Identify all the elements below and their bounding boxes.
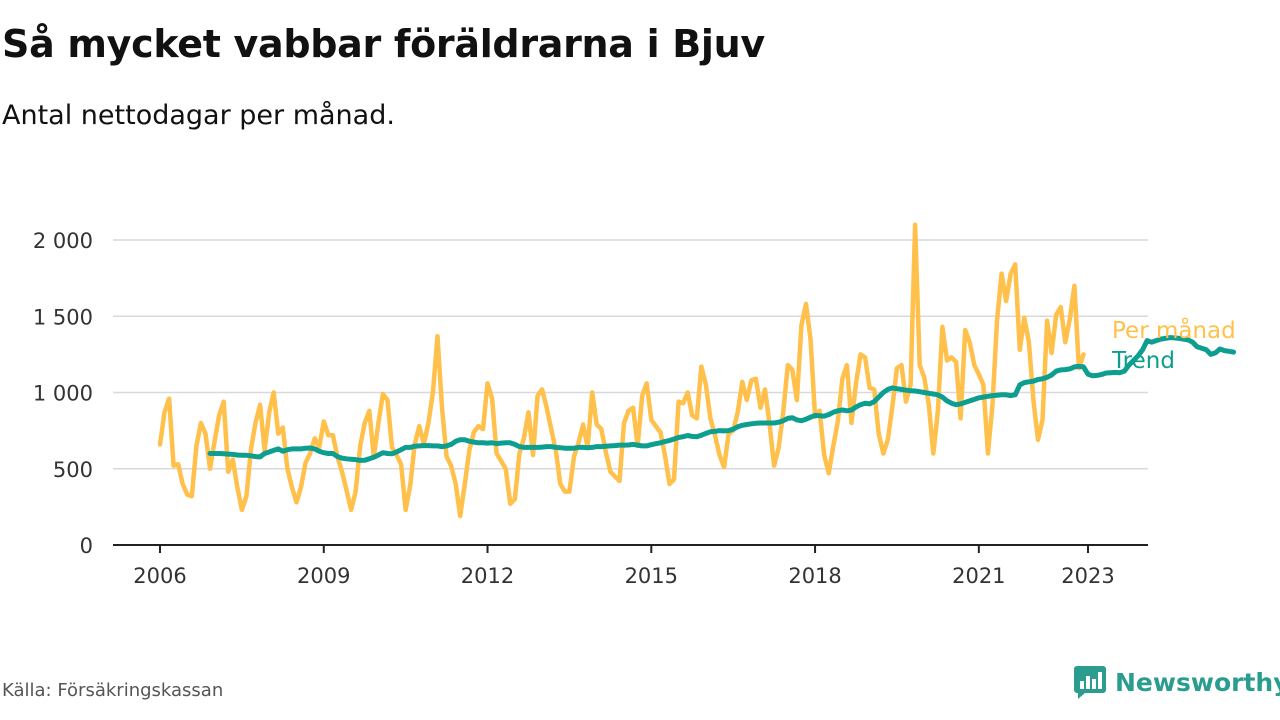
source-note: Källa: Försäkringskassan [2, 680, 224, 701]
y-tick-label: 1 000 [33, 382, 93, 406]
line-trend [207, 335, 1237, 463]
label-per-manad: Per månad [1112, 316, 1236, 344]
x-tick-label: 2015 [625, 564, 678, 588]
brand-logo[interactable]: Newsworthy [1073, 664, 1280, 700]
x-tick-label: 2023 [1061, 564, 1114, 588]
direct-labels: Per månad Trend [1111, 316, 1236, 374]
label-trend: Trend [1111, 348, 1175, 374]
series [157, 222, 1237, 519]
x-tick-label: 2021 [952, 564, 1005, 588]
chart-subtitle: Antal nettodagar per månad. [2, 100, 395, 131]
series-per-manad [157, 222, 1086, 519]
x-tick-label: 2009 [297, 564, 350, 588]
line-chart: 0 500 1 000 1 500 2 000 2006 2009 2012 2015 2018 2… [33, 222, 1237, 588]
x-tick-label: 2018 [788, 564, 841, 588]
y-tick-label: 2 000 [33, 229, 93, 253]
x-tick-label: 2012 [461, 564, 514, 588]
x-tick-label: 2006 [133, 564, 186, 588]
series-trend [207, 335, 1237, 463]
bar-chart-speech-bubble-icon [1074, 666, 1106, 699]
chart-title: Så mycket vabbar föräldrarna i Bjuv [2, 22, 765, 66]
axes: 0 500 1 000 1 500 2 000 2006 2009 2012 2015 2018 2… [33, 229, 1148, 588]
y-tick-label: 0 [80, 534, 93, 558]
line-per-manad [157, 222, 1086, 519]
y-tick-label: 500 [53, 458, 93, 482]
brand-name: Newsworthy [1115, 667, 1280, 697]
y-tick-label: 1 500 [33, 305, 93, 329]
